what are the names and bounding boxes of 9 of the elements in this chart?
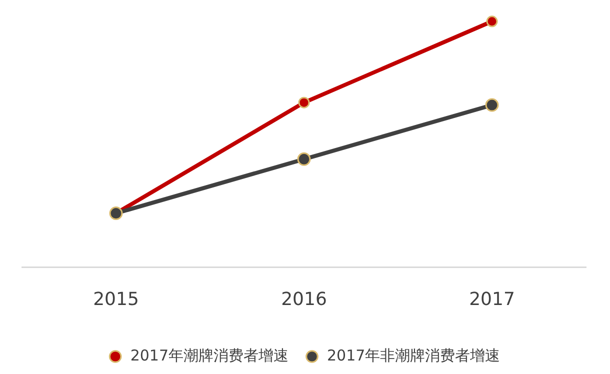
legend-label: 2017年非潮牌消费者增速	[327, 346, 500, 364]
x-tick-label: 2015	[93, 288, 139, 310]
x-tick-label: 2017	[469, 288, 515, 310]
point	[297, 152, 311, 166]
point	[485, 98, 499, 112]
x-tick-label: 2016	[281, 288, 327, 310]
point	[298, 96, 310, 108]
point	[486, 16, 498, 28]
legend-label: 2017年潮牌消费者增速	[130, 346, 289, 364]
